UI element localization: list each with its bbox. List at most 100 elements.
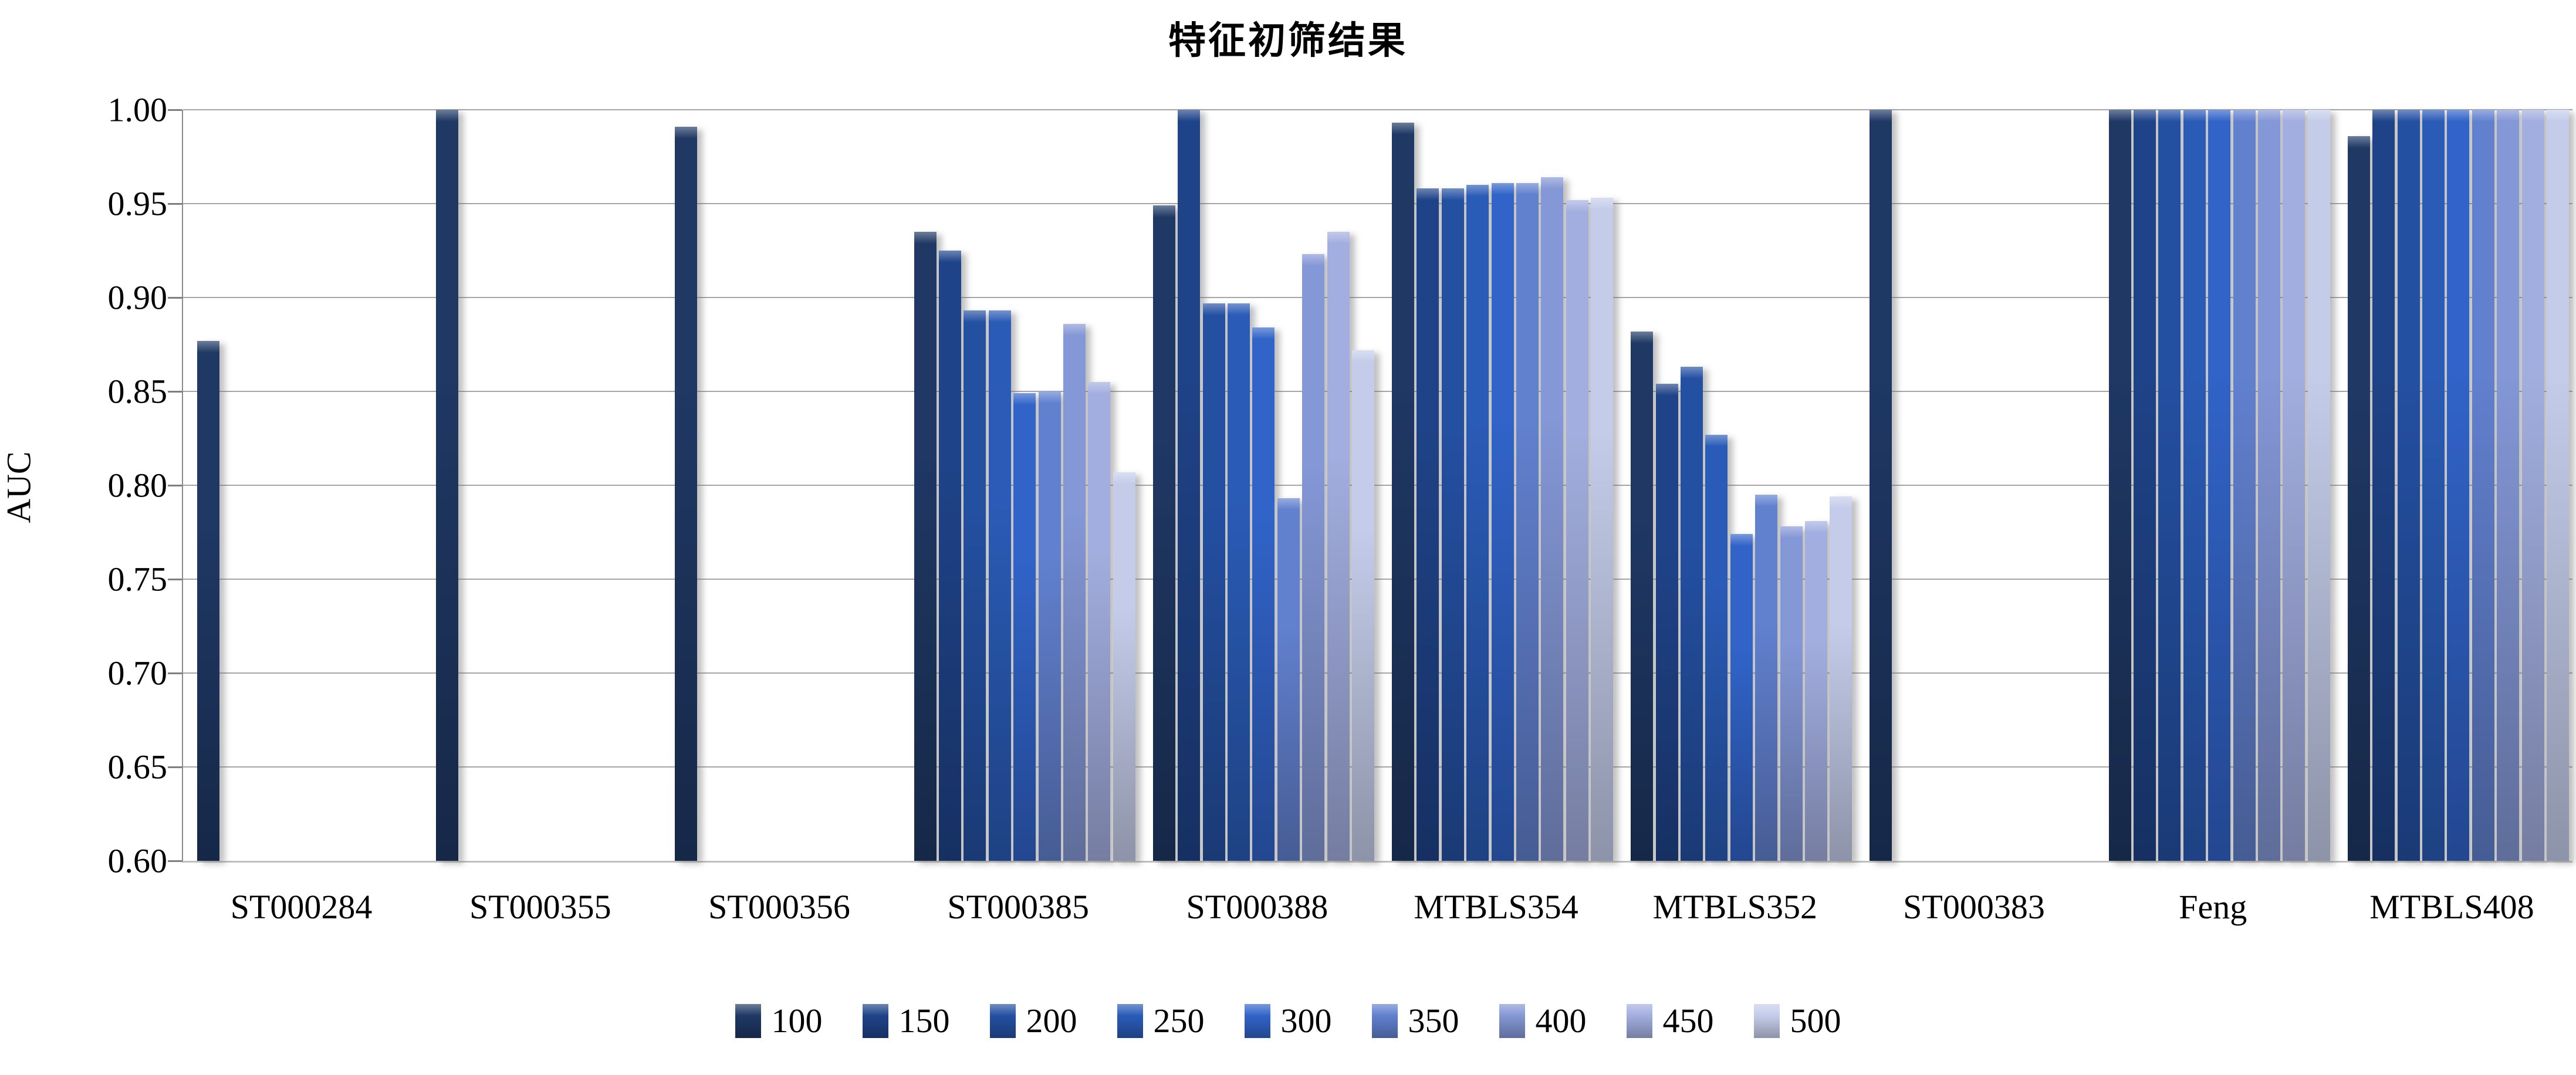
bar-ST000385-400 — [1063, 323, 1086, 861]
y-axis-label: AUC — [0, 451, 38, 523]
legend-label: 250 — [1153, 1002, 1205, 1040]
legend-label: 200 — [1026, 1002, 1077, 1040]
bar-ST000385-450 — [1088, 382, 1111, 861]
bar-MTBLS354-450 — [1566, 200, 1588, 861]
legend-label: 150 — [898, 1002, 950, 1040]
x-category-label: ST000355 — [469, 888, 611, 926]
legend-label: 100 — [771, 1002, 823, 1040]
bar-MTBLS408-350 — [2472, 110, 2494, 861]
bar-Feng-250 — [2183, 110, 2206, 861]
bar-ST000385-250 — [988, 310, 1011, 861]
legend-item-300: 300 — [1244, 1001, 1332, 1040]
legend-item-250: 250 — [1117, 1001, 1205, 1040]
legend-swatch — [1244, 1003, 1270, 1038]
bar-MTBLS354-250 — [1466, 185, 1489, 861]
y-axis-tick — [168, 485, 182, 486]
bar-MTBLS352-100 — [1631, 331, 1654, 861]
bar-MTBLS354-100 — [1392, 123, 1414, 861]
bar-ST000388-500 — [1352, 350, 1374, 861]
bar-MTBLS352-150 — [1655, 384, 1678, 861]
bar-MTBLS354-200 — [1441, 188, 1464, 861]
bar-Feng-300 — [2208, 110, 2231, 861]
y-axis-tick — [168, 109, 182, 111]
bar-MTBLS352-400 — [1780, 526, 1803, 861]
bar-ST000356-100 — [675, 126, 698, 861]
bar-ST000388-250 — [1228, 303, 1250, 861]
y-axis-tick — [168, 579, 182, 580]
x-category-label: Feng — [2179, 888, 2247, 926]
x-category-label: ST000356 — [708, 888, 850, 926]
y-axis-tick — [168, 297, 182, 299]
x-category-label: MTBLS352 — [1652, 888, 1817, 926]
bar-ST000388-100 — [1152, 205, 1175, 861]
gridline — [183, 391, 2572, 392]
legend: 100 150 200 250 300 350 400 450 500 — [0, 1001, 2576, 1040]
legend-swatch — [989, 1003, 1016, 1038]
legend-label: 400 — [1535, 1002, 1587, 1040]
gridline — [183, 485, 2572, 486]
legend-item-400: 400 — [1499, 1001, 1587, 1040]
y-tick-label: 0.65 — [107, 748, 168, 786]
y-axis-tick — [168, 672, 182, 674]
bar-Feng-150 — [2134, 110, 2156, 861]
y-tick-label: 0.85 — [107, 372, 168, 411]
x-category-label: ST000388 — [1186, 888, 1328, 926]
legend-label: 300 — [1280, 1002, 1332, 1040]
y-tick-label: 0.60 — [107, 841, 168, 880]
x-category-label: ST000383 — [1903, 888, 2045, 926]
legend-swatch — [1499, 1003, 1525, 1038]
y-axis-tick — [168, 203, 182, 205]
gridline — [183, 672, 2572, 674]
bar-MTBLS408-400 — [2497, 110, 2520, 861]
bar-MTBLS352-300 — [1730, 534, 1753, 861]
bar-MTBLS408-100 — [2347, 136, 2370, 861]
legend-swatch — [1117, 1003, 1143, 1038]
y-tick-label: 0.80 — [107, 466, 168, 505]
legend-item-500: 500 — [1753, 1001, 1841, 1040]
bar-ST000385-150 — [939, 251, 961, 861]
x-category-label: MTBLS408 — [2369, 888, 2534, 926]
legend-item-150: 150 — [862, 1001, 950, 1040]
legend-label: 350 — [1408, 1002, 1459, 1040]
legend-swatch — [1753, 1003, 1780, 1038]
y-tick-label: 0.75 — [107, 560, 168, 599]
bar-ST000385-500 — [1113, 472, 1135, 861]
bar-MTBLS354-150 — [1417, 188, 1439, 861]
bar-Feng-500 — [2307, 110, 2330, 861]
bar-MTBLS408-150 — [2372, 110, 2395, 861]
bar-Feng-350 — [2233, 110, 2256, 861]
chart-title: 特征初筛结果 — [1168, 20, 1408, 62]
bar-ST000385-100 — [914, 232, 937, 861]
bar-MTBLS352-250 — [1705, 434, 1728, 861]
bar-MTBLS354-300 — [1491, 182, 1514, 861]
x-category-label: ST000284 — [230, 888, 373, 926]
bar-ST000385-200 — [964, 310, 986, 861]
bar-ST000355-100 — [436, 110, 459, 861]
y-axis-tick — [168, 766, 182, 768]
bar-MTBLS408-450 — [2521, 110, 2544, 861]
legend-swatch — [1371, 1003, 1398, 1038]
legend-item-200: 200 — [989, 1001, 1077, 1040]
x-category-label: ST000385 — [947, 888, 1090, 926]
bar-Feng-450 — [2283, 110, 2305, 861]
legend-swatch — [1626, 1003, 1652, 1038]
legend-item-450: 450 — [1626, 1001, 1714, 1040]
legend-swatch — [862, 1003, 888, 1038]
bar-MTBLS354-500 — [1591, 198, 1614, 861]
bar-ST000388-350 — [1277, 498, 1300, 861]
bar-ST000388-400 — [1302, 254, 1325, 861]
legend-item-350: 350 — [1371, 1001, 1459, 1040]
gridline — [183, 297, 2572, 298]
bar-MTBLS408-200 — [2397, 110, 2420, 861]
y-axis-tick — [168, 391, 182, 393]
bar-Feng-200 — [2158, 110, 2181, 861]
bar-MTBLS354-400 — [1541, 177, 1564, 861]
gridline — [183, 203, 2572, 204]
bar-MTBLS352-200 — [1681, 367, 1703, 861]
bar-Feng-100 — [2108, 110, 2131, 861]
bar-ST000388-200 — [1202, 303, 1225, 861]
legend-label: 450 — [1662, 1002, 1714, 1040]
bar-ST000284-100 — [197, 340, 219, 861]
bar-MTBLS408-300 — [2447, 110, 2470, 861]
